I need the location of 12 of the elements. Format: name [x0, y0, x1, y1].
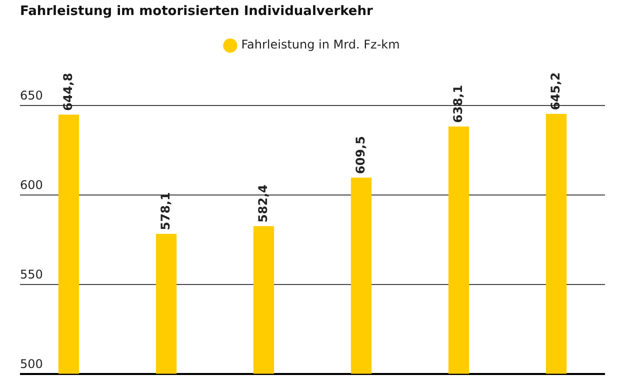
y-tick-label: 500	[20, 356, 43, 371]
data-label: 645,2	[548, 72, 562, 110]
legend-label: Fahrleistung in Mrd. Fz-km	[241, 38, 400, 52]
data-label: 638,1	[450, 84, 465, 123]
data-label: 578,1	[158, 192, 172, 230]
data-label: 644,8	[60, 72, 75, 111]
y-tick-label: 600	[20, 178, 43, 192]
y-tick-label: 650	[20, 88, 43, 103]
data-label: 609,5	[353, 136, 368, 174]
y-tick-label: 550	[20, 268, 43, 282]
chart-title: Fahrleistung im motorisierten Individualverkehr	[20, 4, 374, 20]
data-label: 582,4	[256, 184, 270, 222]
